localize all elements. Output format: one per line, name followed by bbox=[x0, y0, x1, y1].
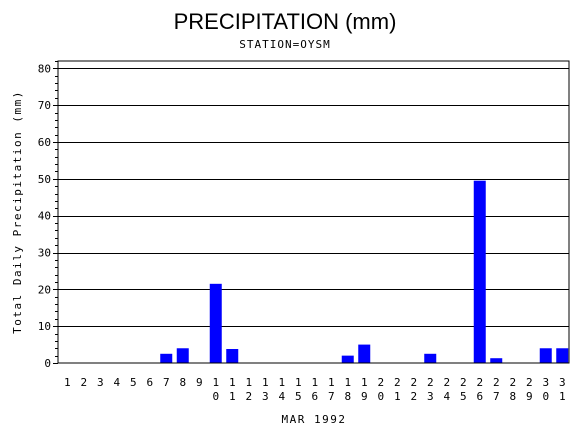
bar-day-19 bbox=[358, 344, 371, 363]
x-tick-label-6: 6 bbox=[146, 376, 153, 389]
x-tick-label-4: 4 bbox=[113, 376, 120, 389]
y-tick-label: 30 bbox=[38, 247, 51, 260]
bar-day-18 bbox=[341, 355, 354, 363]
y-tick-label: 50 bbox=[38, 173, 51, 186]
y-tick-label: 10 bbox=[38, 320, 51, 333]
x-axis: 1 2 3 4 5 6 7 8 9 1 01 11 21 31 41 51 61 71 81 92 02 12 22 32 42… bbox=[64, 376, 566, 403]
y-tick-label: 20 bbox=[38, 283, 51, 296]
y-tick-label: 40 bbox=[38, 210, 51, 223]
bar-day-26 bbox=[473, 180, 486, 363]
bar-day-8 bbox=[176, 348, 189, 363]
bar-day-30 bbox=[539, 348, 552, 363]
y-tick-label: 60 bbox=[38, 136, 51, 149]
x-tick-label-7: 7 bbox=[163, 376, 170, 389]
bar-day-11 bbox=[226, 349, 239, 363]
gridlines bbox=[58, 68, 569, 327]
x-tick-label-5: 5 bbox=[130, 376, 137, 389]
plot-frame bbox=[57, 60, 570, 364]
y-axis-label: Total Daily Precipitation (mm) bbox=[11, 90, 24, 334]
x-axis-label: MAR 1992 bbox=[282, 413, 347, 426]
x-tick-label-3: 3 bbox=[97, 376, 104, 389]
x-tick-label-8: 8 bbox=[179, 376, 186, 389]
chart-subtitle: STATION=OYSM bbox=[239, 38, 330, 51]
bars bbox=[160, 180, 569, 363]
x-tick-label-1: 1 bbox=[64, 376, 71, 389]
x-tick-label-9: 9 bbox=[196, 376, 203, 389]
y-tick-label: 0 bbox=[44, 357, 51, 370]
bar-day-31 bbox=[556, 348, 569, 363]
y-tick-label: 80 bbox=[38, 62, 51, 75]
bar-day-27 bbox=[490, 358, 503, 363]
chart-title: PRECIPITATION (mm) bbox=[174, 9, 397, 34]
bar-day-7 bbox=[160, 353, 173, 363]
x-tick-label-2: 2 bbox=[80, 376, 87, 389]
bar-day-10 bbox=[209, 283, 222, 363]
y-axis: 0 10 20 30 40 50 60 70 80 bbox=[38, 61, 58, 370]
bar-day-23 bbox=[424, 353, 437, 363]
y-tick-label: 70 bbox=[38, 99, 51, 112]
